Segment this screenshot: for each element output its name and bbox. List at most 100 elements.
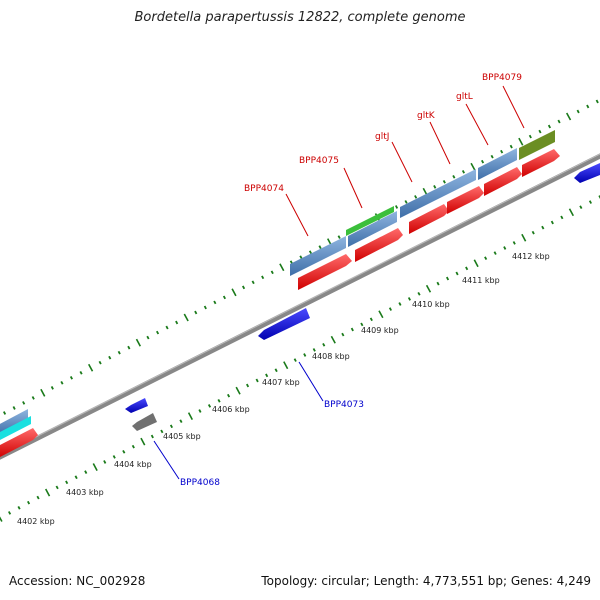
scale-tick-mark bbox=[198, 409, 202, 413]
scale-tick-mark bbox=[436, 281, 440, 286]
scale-tick-mark bbox=[484, 256, 488, 261]
feature-arrow-left[interactable] bbox=[0, 428, 38, 458]
scale-tick-mark bbox=[242, 285, 246, 290]
cds-block-bpp4075[interactable] bbox=[348, 211, 397, 247]
tick-label: 4412 kbp bbox=[512, 252, 550, 261]
scale-tick-mark bbox=[44, 488, 51, 497]
gene-label-bpp4073[interactable]: BPP4073 bbox=[324, 400, 364, 410]
scale-tick-mark bbox=[156, 330, 160, 335]
scale-tick-mark bbox=[169, 424, 173, 429]
scale-tick-mark bbox=[330, 335, 336, 344]
reverse-cds-bpp4068[interactable] bbox=[125, 398, 148, 413]
feature-arrow-4[interactable] bbox=[447, 186, 484, 214]
reverse-cds-bpp4073[interactable] bbox=[258, 308, 310, 340]
cds-block-green[interactable] bbox=[346, 206, 394, 236]
scale-tick-mark bbox=[98, 360, 102, 365]
scale-tick-mark bbox=[407, 297, 411, 301]
cds-block-bpp4074[interactable] bbox=[290, 236, 346, 276]
reverse-cds-track bbox=[125, 163, 600, 431]
scale-tick-mark bbox=[31, 396, 35, 400]
scale-tick-mark bbox=[79, 370, 83, 375]
scale-tick-mark bbox=[588, 200, 592, 204]
callout-bpp4073 bbox=[298, 361, 324, 402]
scale-tick-mark bbox=[395, 205, 399, 209]
cds-block-left-cyan[interactable] bbox=[0, 416, 31, 441]
feature-arrow-3[interactable] bbox=[409, 204, 449, 234]
feature-arrow-2[interactable] bbox=[355, 228, 403, 262]
scale-tick-mark bbox=[341, 332, 345, 337]
scale-tick-mark bbox=[69, 375, 73, 380]
scale-tick-mark bbox=[538, 129, 542, 134]
scale-tick-mark bbox=[55, 485, 59, 490]
scale-tick-mark bbox=[500, 149, 504, 154]
scale-tick-mark bbox=[213, 300, 217, 305]
scale-tick-mark bbox=[350, 327, 354, 332]
scale-tick-mark bbox=[369, 317, 373, 322]
scale-tick-mark bbox=[579, 205, 583, 210]
cds-block-gltl[interactable] bbox=[519, 130, 555, 160]
scale-tick-mark bbox=[140, 437, 146, 446]
scale-tick-mark bbox=[160, 429, 164, 434]
scale-tick-mark bbox=[565, 112, 572, 121]
scale-tick-mark bbox=[293, 358, 297, 362]
scale-tick-mark bbox=[50, 385, 54, 390]
gene-label-gltk[interactable]: gltK bbox=[417, 111, 436, 121]
gene-label-bpp4074[interactable]: BPP4074 bbox=[244, 184, 284, 194]
scale-tick-mark bbox=[179, 419, 183, 424]
genome-backbone-highlight bbox=[0, 153, 600, 456]
scale-tick-mark bbox=[0, 516, 3, 522]
feature-arrow-1[interactable] bbox=[298, 254, 352, 290]
reverse-cds-right[interactable] bbox=[574, 163, 600, 183]
scale-tick-mark bbox=[231, 288, 237, 297]
tick-label: 4411 kbp bbox=[462, 276, 500, 285]
scale-tick-mark bbox=[531, 230, 535, 235]
reverse-cds-gray[interactable] bbox=[132, 413, 157, 431]
gene-label-gltj[interactable]: gltJ bbox=[375, 132, 389, 142]
feature-arrow-5[interactable] bbox=[484, 167, 522, 196]
genome-backbone bbox=[0, 153, 600, 460]
scale-tick-mark bbox=[22, 401, 26, 405]
scale-tick-mark bbox=[112, 455, 116, 459]
map-title: Bordetella parapertussis 12822, complete… bbox=[134, 10, 466, 25]
scale-tick-mark bbox=[27, 500, 31, 505]
scale-tick-mark bbox=[261, 275, 265, 280]
scale-tick-mark bbox=[270, 270, 274, 275]
scale-tick-mark bbox=[414, 195, 418, 199]
scale-tick-mark bbox=[127, 345, 131, 350]
callout-bpp4079 bbox=[502, 85, 525, 129]
scale-tick-mark bbox=[455, 271, 459, 276]
scale-tick-mark bbox=[337, 235, 341, 239]
scale-tick-mark bbox=[265, 373, 269, 378]
scale-tick-mark bbox=[117, 350, 121, 355]
scale-tick-mark bbox=[360, 322, 364, 327]
scale-tick-mark bbox=[108, 355, 112, 360]
cds-block-gltk[interactable] bbox=[478, 148, 517, 180]
scale-tick-mark bbox=[322, 342, 326, 347]
callout-lines bbox=[153, 85, 525, 480]
gene-label-bpp4075[interactable]: BPP4075 bbox=[299, 156, 339, 166]
scale-tick-mark bbox=[207, 404, 212, 408]
scale-tick-mark bbox=[308, 250, 312, 255]
gene-label-bpp4068[interactable]: BPP4068 bbox=[180, 478, 220, 488]
callout-gltj bbox=[391, 141, 413, 183]
scale-tick-mark bbox=[595, 99, 599, 104]
scale-tick-mark bbox=[103, 460, 107, 464]
scale-tick-mark bbox=[318, 245, 322, 250]
cds-block-gltj[interactable] bbox=[400, 169, 476, 218]
genome-stats-text: Topology: circular; Length: 4,773,551 bp… bbox=[261, 574, 591, 588]
scale-tick-mark bbox=[512, 241, 516, 245]
cds-block-left[interactable] bbox=[0, 409, 28, 435]
reverse-scale-ticks bbox=[0, 195, 600, 522]
scale-tick-mark bbox=[557, 119, 561, 124]
gene-label-bpp4079[interactable]: BPP4079 bbox=[482, 73, 522, 83]
gene-label-gltl[interactable]: gltL bbox=[456, 92, 473, 102]
scale-tick-mark bbox=[299, 255, 303, 260]
scale-tick-mark bbox=[509, 144, 513, 149]
tick-label: 4402 kbp bbox=[17, 517, 55, 526]
scale-tick-mark bbox=[388, 307, 392, 311]
scale-tick-mark bbox=[131, 444, 135, 449]
scale-tick-mark bbox=[528, 134, 532, 139]
scale-tick-mark bbox=[547, 124, 551, 129]
feature-arrow-6[interactable] bbox=[522, 149, 560, 177]
scale-tick-mark bbox=[175, 320, 179, 325]
